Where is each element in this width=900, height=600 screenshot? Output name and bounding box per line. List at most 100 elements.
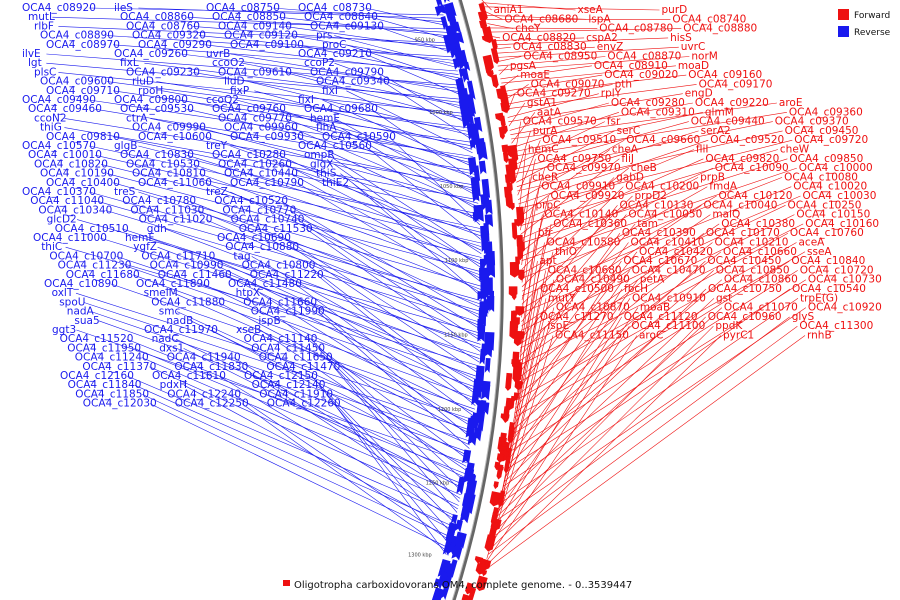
forward-leader-line xyxy=(500,298,715,500)
reverse-gene-label: OCA4_c09790 xyxy=(310,66,384,78)
forward-leader-line xyxy=(497,56,606,67)
reverse-gene-label: OCA4_c10690 xyxy=(217,232,291,244)
reverse-gene-label: OCA4_c11230 xyxy=(58,260,132,272)
forward-gene-label: OCA4_c10210 xyxy=(715,237,789,249)
forward-gene-feature xyxy=(484,534,497,552)
forward-leader-line xyxy=(516,242,629,392)
reverse-gene-label: OCA4_c10560 xyxy=(298,140,372,152)
reverse-leader-line xyxy=(334,118,478,197)
reverse-leader-line xyxy=(113,136,480,215)
forward-leader-line xyxy=(492,37,669,46)
reverse-leader-line xyxy=(333,403,447,555)
reverse-leader-line xyxy=(204,182,483,291)
forward-gene-label: OCA4_c09450 xyxy=(785,125,859,137)
forward-gene-feature xyxy=(501,144,509,155)
forward-gene-label: OCA4_c11120 xyxy=(624,311,698,323)
reverse-leader-line xyxy=(76,329,468,464)
forward-leader-line xyxy=(515,251,554,405)
forward-gene-label: OCA4_c09970 xyxy=(547,162,621,174)
reverse-gene-label: nadB xyxy=(166,315,193,327)
reverse-leader-line xyxy=(333,366,458,513)
forward-gene-label: OCA4_c09270 xyxy=(517,88,591,100)
forward-leader-line xyxy=(496,307,723,517)
forward-gene-label: hisS xyxy=(670,32,692,44)
reverse-gene-label: fixP xyxy=(230,85,249,97)
reverse-gene-label: OCA4_c09260 xyxy=(114,48,188,60)
reverse-gene-label: OCA4_c09710 xyxy=(46,85,120,97)
forward-gene-label: pyrC1 xyxy=(723,330,754,342)
forward-leader-line xyxy=(518,139,709,205)
reverse-leader-line xyxy=(107,35,455,58)
reverse-leader-line xyxy=(289,210,482,331)
reverse-leader-line xyxy=(216,265,478,392)
forward-leader-line xyxy=(507,93,599,118)
forward-gene-label: pth xyxy=(615,78,632,90)
forward-gene-label: gst xyxy=(716,292,732,304)
reverse-leader-line xyxy=(134,348,464,485)
reverse-leader-line xyxy=(340,127,479,211)
reverse-gene-label: OCA4_c10400 xyxy=(46,177,120,189)
forward-gene-label: cheR xyxy=(532,171,558,183)
forward-leader-line xyxy=(494,46,595,54)
reverse-leader-line xyxy=(273,7,446,23)
reverse-gene-label: treY xyxy=(206,140,228,152)
forward-leader-line xyxy=(515,130,531,179)
forward-leader-line xyxy=(509,102,609,131)
reverse-leader-line xyxy=(305,228,481,352)
reverse-gene-label: OCA4_c10530 xyxy=(126,158,200,170)
reverse-gene-label: OCA4_c09120 xyxy=(224,30,298,42)
reverse-gene-label: OCA4_c12260 xyxy=(267,398,341,410)
reverse-leader-line xyxy=(278,154,482,251)
forward-gene-label: OCA4_c10040 xyxy=(704,199,778,211)
reverse-leader-line xyxy=(149,366,459,506)
reverse-leader-line xyxy=(193,72,468,118)
reverse-gene-label: OCA4_c09530 xyxy=(120,103,194,115)
scale-tick-label: 1150 kbp xyxy=(444,333,468,339)
forward-gene-label: glyS xyxy=(792,311,815,323)
scale-tick-label: 1100 kbp xyxy=(445,258,469,264)
reverse-gene-label: OCA4_c11610 xyxy=(152,370,226,382)
reverse-leader-line xyxy=(138,145,481,233)
reverse-gene-label: ilvE xyxy=(22,48,41,60)
forward-leader-line xyxy=(521,205,534,318)
forward-gene-label: OCA4_c10050 xyxy=(628,209,702,221)
reverse-gene-feature xyxy=(472,211,482,222)
reverse-leader-line xyxy=(285,72,468,121)
forward-leader-line xyxy=(514,121,689,170)
reverse-gene-feature xyxy=(486,260,496,278)
reverse-leader-line xyxy=(183,384,453,531)
reverse-leader-line xyxy=(113,90,472,143)
forward-gene-label: OCA4_c09020 xyxy=(604,69,678,81)
reverse-gene-label: smelM xyxy=(144,287,178,299)
forward-leader-line xyxy=(503,288,791,487)
forward-gene-label: OCA4_c10200 xyxy=(625,181,699,193)
reverse-gene-label: nadA xyxy=(67,306,95,318)
reverse-gene-label: OCA4_c10820 xyxy=(34,158,108,170)
forward-gene-label: OCA4_c10030 xyxy=(803,190,877,202)
reverse-leader-line xyxy=(205,44,459,75)
forward-gene-label: OCA4_c10250 xyxy=(788,199,862,211)
forward-gene-label: OCA4_c09850 xyxy=(789,153,863,165)
forward-leader-line xyxy=(519,223,552,353)
reverse-gene-label: OCA4_c11220 xyxy=(250,269,324,281)
forward-gene-feature xyxy=(481,34,489,42)
reverse-gene-label: hemF xyxy=(125,232,154,244)
reverse-gene-label: OCA4_c11840 xyxy=(68,379,142,391)
forward-gene-label: OCA4_c08870 xyxy=(607,51,681,63)
forward-gene-feature xyxy=(478,2,486,13)
forward-gene-label: OCA4_c10660 xyxy=(723,246,797,258)
reverse-leader-line xyxy=(294,283,475,417)
forward-leader-line xyxy=(501,65,676,84)
reverse-gene-feature xyxy=(433,578,443,590)
forward-leader-line xyxy=(495,46,679,58)
reverse-leader-line xyxy=(296,136,480,222)
reverse-gene-feature xyxy=(472,188,480,203)
reverse-gene-feature xyxy=(440,583,451,600)
forward-gene-label: serC xyxy=(617,125,641,137)
reverse-gene-label: OCA4_c10280 xyxy=(212,149,286,161)
reverse-leader-line xyxy=(162,90,472,147)
forward-leader-line xyxy=(521,167,629,253)
reverse-gene-label: OCA4_c08860 xyxy=(120,11,194,23)
forward-leader-line xyxy=(518,139,793,209)
forward-gene-label: OCA4_c10540 xyxy=(792,283,866,295)
